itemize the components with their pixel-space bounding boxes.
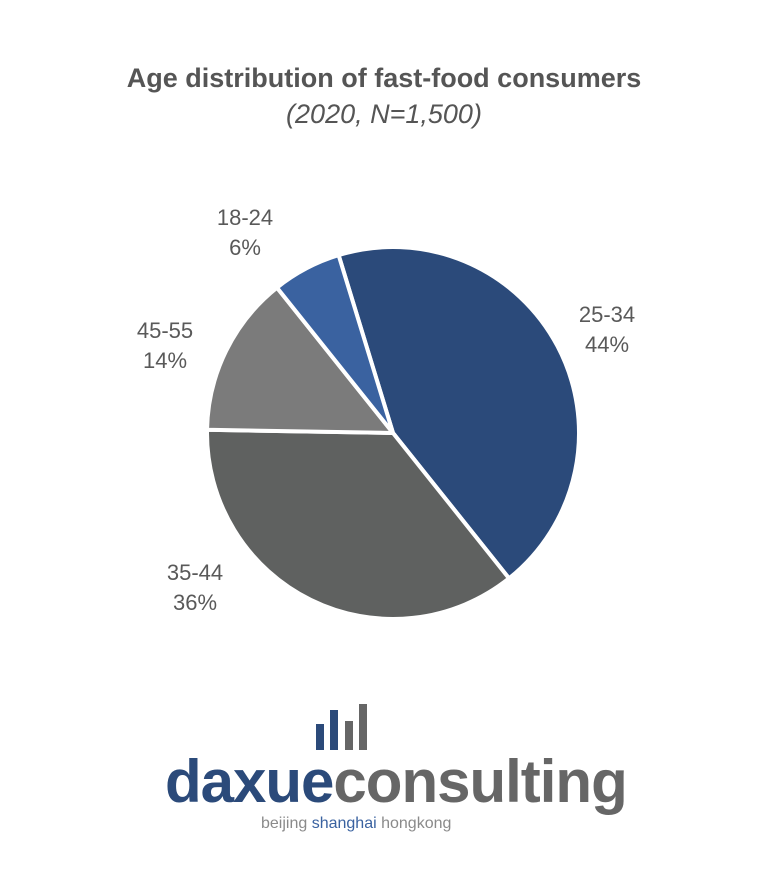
slice-value-label: 36% xyxy=(173,590,217,615)
slice-value-label: 6% xyxy=(229,235,261,260)
pie-slice-18-24 xyxy=(274,252,395,435)
slice-category-label: 35-44 xyxy=(167,560,223,585)
slice-value-label: 44% xyxy=(585,332,629,357)
pie-chart: 25-34 44% 35-44 36% 45-55 14% 18-24 6% xyxy=(137,205,635,621)
logo-tagline: beijing shanghai hongkong xyxy=(261,815,452,832)
bar-chart-icon xyxy=(316,704,367,750)
pie-slice-35-44 xyxy=(205,427,512,621)
slice-category-label: 18-24 xyxy=(217,205,273,230)
chart-subtitle: (2020, N=1,500) xyxy=(286,99,482,129)
slice-category-label: 45-55 xyxy=(137,318,193,343)
slice-value-label: 14% xyxy=(143,348,187,373)
logo-wordmark: daxueconsulting xyxy=(165,748,628,815)
chart-title: Age distribution of fast-food consumers xyxy=(126,63,642,93)
slice-category-label: 25-34 xyxy=(579,302,635,327)
pie-slice-25-34 xyxy=(336,245,581,582)
pie-slice-45-55 xyxy=(204,284,398,436)
daxue-logo: daxueconsulting beijing shanghai hongkon… xyxy=(165,700,635,835)
